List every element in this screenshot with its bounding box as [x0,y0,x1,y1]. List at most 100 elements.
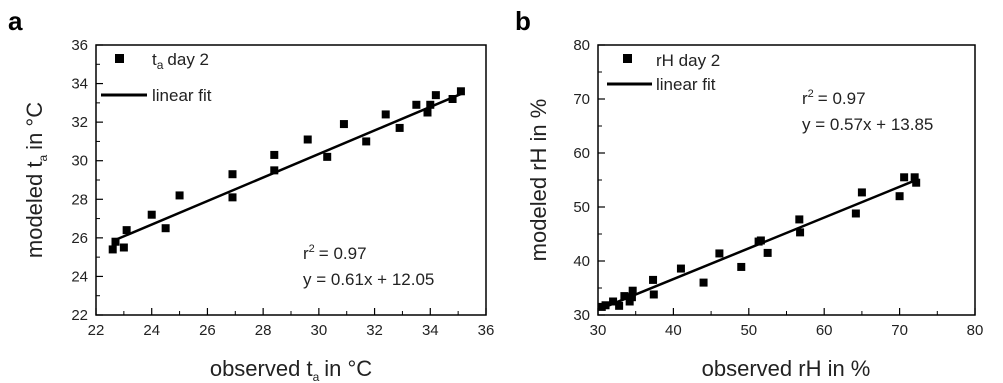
panel-b-equation: y = 0.57x + 13.85 [802,115,933,134]
panel-b-y-axis-title: modeled rH in % [526,99,551,262]
y-tick-label: 30 [71,153,88,170]
data-point [627,293,636,302]
data-point [448,95,457,103]
y-tick-label: 36 [71,37,88,54]
panel-a-letter: a [8,6,23,36]
y-tick-label: 30 [573,307,590,324]
data-point [756,236,765,245]
x-tick-label: 28 [255,322,272,339]
x-tick-label: 50 [740,322,757,339]
data-point [763,248,772,257]
panel-a-legend-line-label: linear fit [152,86,212,105]
data-point [796,228,805,237]
x-tick-label: 24 [143,322,160,339]
x-tick-label: 32 [366,322,383,339]
x-tick-label: 30 [311,322,328,339]
data-point [426,100,435,109]
y-tick-label: 26 [71,230,88,247]
x-tick-label: 22 [88,322,105,339]
data-point [303,135,312,144]
panel-b-legend-points-label: rH day 2 [656,51,720,70]
data-point [381,110,390,119]
data-point [628,286,637,295]
y-tick-label: 70 [573,91,590,108]
data-point [339,120,348,129]
panel-b-legend-marker [623,54,632,63]
data-point [699,278,708,287]
panel-a: a 22 24 26 28 30 32 34 36 22 24 26 28 30 32 34 36 ta da… [8,6,494,383]
x-tick-label: 30 [590,322,607,339]
data-point [912,178,921,187]
data-point [601,301,610,310]
x-tick-label: 26 [199,322,216,339]
data-point [737,262,746,271]
data-point [649,275,658,284]
x-tick-label: 36 [478,322,495,339]
x-tick-label: 34 [422,322,439,339]
data-point [228,170,237,179]
data-point [270,166,279,175]
x-tick-label: 60 [816,322,833,339]
data-point [795,215,804,224]
data-point [431,91,440,100]
panel-a-fit-line-group [112,91,465,243]
data-point [609,297,618,306]
x-tick-label: 40 [665,322,682,339]
data-point [851,209,860,218]
panel-a-y-axis-title: modeled tain °C [22,102,50,258]
panel-b-legend-line-label: linear fit [656,75,716,94]
x-tick-label: 70 [891,322,908,339]
data-point [412,100,421,109]
data-point [715,249,724,258]
panel-a-x-axis-title: observed ta in °C [210,356,372,383]
y-tick-label: 80 [573,37,590,54]
data-point [395,123,404,132]
data-point [175,191,184,200]
data-point [649,290,658,299]
panel-a-equation: y = 0.61x + 12.05 [303,270,434,289]
data-point [456,87,465,96]
data-point [228,193,237,202]
data-point [910,173,919,182]
panel-b-r2-label: r2 = 0.97 [802,88,866,108]
data-point [323,152,332,161]
y-tick-label: 28 [71,191,88,208]
x-tick-label: 80 [967,322,984,339]
data-point [161,224,170,233]
data-point [108,245,117,254]
panel-a-points [108,87,465,254]
data-point [111,237,120,246]
data-point [615,301,624,310]
panel-b-letter: b [515,6,531,36]
panel-b-points [597,173,921,311]
y-tick-label: 60 [573,145,590,162]
panel-a-r2-label: r2 = 0.97 [303,243,367,263]
linear-fit-line [112,91,465,243]
data-point [119,243,128,252]
y-tick-label: 50 [573,199,590,216]
y-tick-label: 40 [573,253,590,270]
data-point [857,188,866,197]
y-tick-label: 34 [71,76,88,93]
panel-a-x-ticks: 22 24 26 28 30 32 34 36 [88,308,495,339]
panel-b-x-axis-title: observed rH in % [702,356,871,381]
panel-b: b 30 40 50 60 70 80 30 40 50 60 70 80 rH day 2 lin… [515,6,983,381]
panel-b-x-ticks: 30 40 50 60 70 80 [590,308,984,339]
data-point [625,297,634,306]
y-tick-label: 22 [71,307,88,324]
panel-b-y-ticks: 30 40 50 60 70 80 [573,37,605,324]
data-point [147,210,156,219]
y-tick-label: 24 [71,268,88,285]
panel-a-legend-points-label: ta day 2 [152,50,209,72]
panel-a-legend-marker [115,54,124,63]
data-point [423,108,432,117]
data-point [122,226,131,235]
data-point [362,137,371,146]
data-point [270,150,279,159]
y-tick-label: 32 [71,114,88,131]
data-point [676,264,685,273]
data-point [895,192,904,201]
data-point [620,292,629,301]
data-point [900,173,909,182]
